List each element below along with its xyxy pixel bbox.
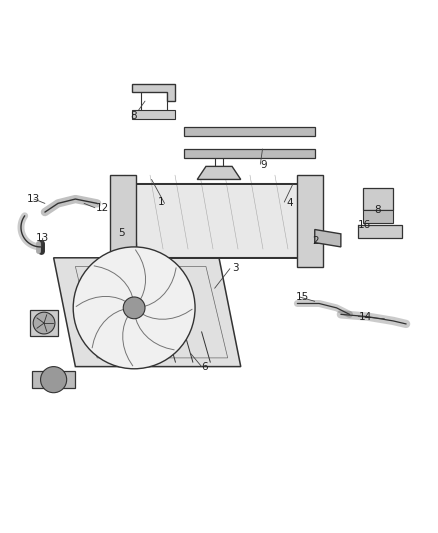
Text: 6: 6 <box>201 362 208 373</box>
Text: 10: 10 <box>47 325 60 335</box>
Text: 14: 14 <box>359 312 372 322</box>
Polygon shape <box>30 310 58 336</box>
Text: 12: 12 <box>96 203 110 213</box>
Text: 2: 2 <box>313 236 319 246</box>
Text: 13: 13 <box>35 233 49 243</box>
Text: 11: 11 <box>41 380 54 390</box>
Text: 16: 16 <box>357 220 371 230</box>
Polygon shape <box>132 84 176 101</box>
Circle shape <box>123 297 145 319</box>
Text: 5: 5 <box>118 228 125 238</box>
Polygon shape <box>184 127 315 136</box>
Circle shape <box>41 367 67 393</box>
Polygon shape <box>184 149 315 158</box>
Polygon shape <box>363 188 393 210</box>
Text: 4: 4 <box>286 198 293 208</box>
Circle shape <box>73 247 195 369</box>
Polygon shape <box>297 175 323 266</box>
Polygon shape <box>363 210 393 223</box>
Text: 8: 8 <box>374 205 381 215</box>
Text: 13: 13 <box>27 194 40 204</box>
Polygon shape <box>123 184 315 258</box>
Polygon shape <box>110 175 136 266</box>
Text: 15: 15 <box>296 292 309 302</box>
Circle shape <box>33 312 55 334</box>
Polygon shape <box>315 230 341 247</box>
Polygon shape <box>358 225 402 238</box>
Polygon shape <box>32 371 75 389</box>
Text: 1: 1 <box>158 197 165 207</box>
Polygon shape <box>53 258 241 367</box>
Text: 3: 3 <box>232 263 239 273</box>
Polygon shape <box>197 166 241 180</box>
Text: 9: 9 <box>260 160 267 170</box>
Text: 8: 8 <box>130 111 136 122</box>
Polygon shape <box>132 110 176 118</box>
